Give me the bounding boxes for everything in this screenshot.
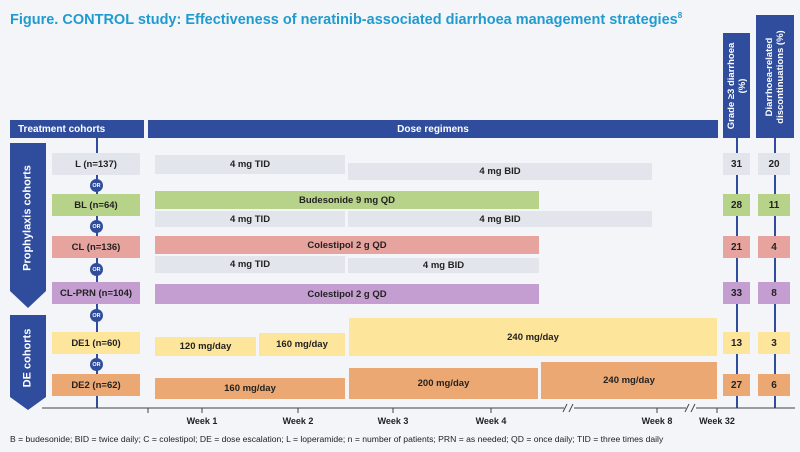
cohort-de2: DE2 (n=62) xyxy=(52,374,140,396)
tick-week2: Week 2 xyxy=(282,416,314,426)
cohort-cl-prn: CL-PRN (n=104) xyxy=(52,282,140,304)
cohort-cl: CL (n=136) xyxy=(52,236,140,258)
treatment-cohorts-label: Treatment cohorts xyxy=(18,123,106,135)
or-connector-3: OR xyxy=(90,263,103,276)
grade3-value-l: 31 xyxy=(723,153,750,175)
discont-value-cl: 4 xyxy=(758,236,790,258)
grade3-header-text: Grade ≥3 diarrhoea (%) xyxy=(725,42,748,129)
de-arrow xyxy=(10,315,46,410)
de1-160-bar: 160 mg/day xyxy=(259,333,345,356)
grade3-value-de2: 27 xyxy=(723,374,750,396)
treatment-cohorts-header: Treatment cohorts xyxy=(10,120,144,138)
figure-title: Figure. CONTROL study: Effectiveness of … xyxy=(10,11,682,28)
cohort-de1: DE1 (n=60) xyxy=(52,332,140,354)
de1-240-bar: 240 mg/day xyxy=(349,318,717,356)
title-superscript: 8 xyxy=(677,11,683,20)
de2-200-bar: 200 mg/day xyxy=(349,368,538,399)
discont-value-de1: 3 xyxy=(758,332,790,354)
or-connector-2: OR xyxy=(90,220,103,233)
l-tid-bar: 4 mg TID xyxy=(155,155,345,174)
discont-value-bl: 11 xyxy=(758,194,790,216)
dose-regimens-label: Dose regimens xyxy=(397,123,469,135)
discont-value-cl-prn: 8 xyxy=(758,282,790,304)
cl-bid-bar: 4 mg BID xyxy=(348,258,539,273)
or-connector-5: OR xyxy=(90,358,103,371)
cl-colestipol-bar: Colestipol 2 g QD xyxy=(155,236,539,254)
time-axis xyxy=(42,403,795,413)
discont-value-de2: 6 xyxy=(758,374,790,396)
bl-tid-bar: 4 mg TID xyxy=(155,211,345,227)
discont-value-l: 20 xyxy=(758,153,790,175)
grade3-column-line xyxy=(736,138,738,408)
de2-240-bar: 240 mg/day xyxy=(541,362,717,399)
title-text: Figure. CONTROL study: Effectiveness of … xyxy=(10,11,678,28)
grade3-value-bl: 28 xyxy=(723,194,750,216)
tick-week3: Week 3 xyxy=(377,416,409,426)
de-label: DE cohorts xyxy=(21,328,34,387)
grade3-value-cl-prn: 33 xyxy=(723,282,750,304)
tick-week4: Week 4 xyxy=(475,416,507,426)
discont-header: Diarrhoea-related discontinuations (%) xyxy=(756,15,794,138)
grade3-value-de1: 13 xyxy=(723,332,750,354)
de2-160-bar: 160 mg/day xyxy=(155,378,345,399)
prophylaxis-label: Prophylaxis cohorts xyxy=(21,165,34,271)
de-label-wrap: DE cohorts xyxy=(10,315,46,400)
tick-week8: Week 8 xyxy=(641,416,673,426)
grade3-value-cl: 21 xyxy=(723,236,750,258)
or-connector-4: OR xyxy=(90,309,103,322)
cohort-l: L (n=137) xyxy=(52,153,140,175)
or-connector-1: OR xyxy=(90,179,103,192)
prophylaxis-label-wrap: Prophylaxis cohorts xyxy=(10,143,46,293)
bl-bid-bar: 4 mg BID xyxy=(348,211,652,227)
footnote-abbreviations: B = budesonide; BID = twice daily; C = c… xyxy=(10,434,664,444)
discont-header-text: Diarrhoea-related discontinuations (%) xyxy=(764,29,786,124)
l-bid-bar: 4 mg BID xyxy=(348,163,652,180)
tick-week32: Week 32 xyxy=(699,416,735,426)
cl-tid-bar: 4 mg TID xyxy=(155,256,345,273)
grade3-header: Grade ≥3 diarrhoea (%) xyxy=(723,33,750,138)
tick-week1: Week 1 xyxy=(186,416,218,426)
bl-budesonide-bar: Budesonide 9 mg QD xyxy=(155,191,539,209)
de1-120-bar: 120 mg/day xyxy=(155,337,256,356)
cl-prn-colestipol-bar: Colestipol 2 g QD xyxy=(155,284,539,304)
discont-column-line xyxy=(774,138,776,408)
cohort-bl: BL (n=64) xyxy=(52,194,140,216)
dose-regimens-header: Dose regimens xyxy=(148,120,718,138)
prophylaxis-arrow xyxy=(10,143,46,308)
